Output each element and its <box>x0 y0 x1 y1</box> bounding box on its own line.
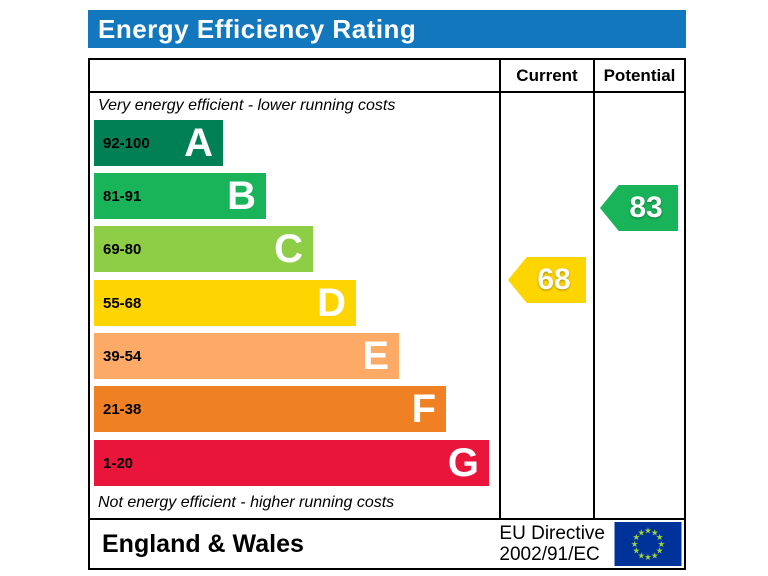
current-rating-arrow: 68 <box>508 257 586 303</box>
svg-text:★: ★ <box>631 540 639 550</box>
header-chart-spacer <box>90 60 499 91</box>
potential-rating-value: 83 <box>629 191 663 224</box>
band-row-f: 21-38 F <box>94 386 446 432</box>
band-letter: E <box>362 334 389 378</box>
svg-text:★: ★ <box>644 526 652 536</box>
band-range-label: 21-38 <box>103 400 142 418</box>
bottom-note: Not energy efficient - higher running co… <box>98 494 395 511</box>
title-bar: Energy Efficiency Rating <box>88 10 686 48</box>
eu-directive-label: EU Directive 2002/91/EC <box>499 523 605 566</box>
potential-rating-arrow: 83 <box>600 185 678 231</box>
table-header-row: Current Potential <box>90 60 684 93</box>
region-label: England & Wales <box>102 529 304 558</box>
band-letter: C <box>274 227 303 271</box>
eu-flag-icon: ★ ★ ★ ★ ★ ★ ★ ★ ★ ★ ★ ★ <box>614 522 682 566</box>
band-row-d: 55-68 D <box>94 280 356 326</box>
top-note: Very energy efficient - lower running co… <box>98 97 396 114</box>
band-letter: D <box>317 281 346 325</box>
table-body-row: Very energy efficient - lower running co… <box>90 93 684 518</box>
band-letter: G <box>447 441 479 485</box>
band-range-label: 1-20 <box>103 454 134 472</box>
band-range-label: 81-91 <box>103 187 142 205</box>
svg-text:★: ★ <box>656 533 664 543</box>
svg-text:★: ★ <box>633 547 641 557</box>
band-row-e: 39-54 E <box>94 333 399 379</box>
page-title: Energy Efficiency Rating <box>98 13 417 44</box>
band-letter: F <box>411 387 436 431</box>
svg-text:★: ★ <box>644 553 652 563</box>
current-column: 68 <box>499 93 593 518</box>
rating-scale-area: Very energy efficient - lower running co… <box>90 93 499 518</box>
svg-text:★: ★ <box>651 528 659 538</box>
eu-directive-line2: 2002/91/EC <box>499 544 600 565</box>
svg-text:★: ★ <box>633 533 641 543</box>
epc-table: Current Potential Very energy efficient … <box>88 58 686 570</box>
band-letter: A <box>184 121 213 165</box>
band-range-label: 69-80 <box>103 240 142 258</box>
band-range-label: 92-100 <box>103 134 150 152</box>
eu-directive-line1: EU Directive <box>499 522 605 544</box>
band-row-b: 81-91 B <box>94 173 266 219</box>
svg-text:★: ★ <box>658 540 666 550</box>
band-letter: B <box>227 174 256 218</box>
band-range-label: 39-54 <box>103 347 142 365</box>
band-row-a: 92-100 A <box>94 120 223 166</box>
header-potential: Potential <box>593 60 684 91</box>
current-rating-value: 68 <box>537 263 571 296</box>
potential-column: 83 <box>593 93 684 518</box>
band-row-g: 1-20 G <box>94 440 489 486</box>
band-row-c: 69-80 C <box>94 226 313 272</box>
band-range-label: 55-68 <box>103 294 142 312</box>
svg-text:★: ★ <box>656 547 664 557</box>
svg-text:★: ★ <box>651 551 659 561</box>
table-footer-row: England & Wales EU Directive 2002/91/EC … <box>90 518 684 568</box>
svg-text:★: ★ <box>637 528 645 538</box>
header-current: Current <box>499 60 593 91</box>
svg-text:★: ★ <box>637 551 645 561</box>
